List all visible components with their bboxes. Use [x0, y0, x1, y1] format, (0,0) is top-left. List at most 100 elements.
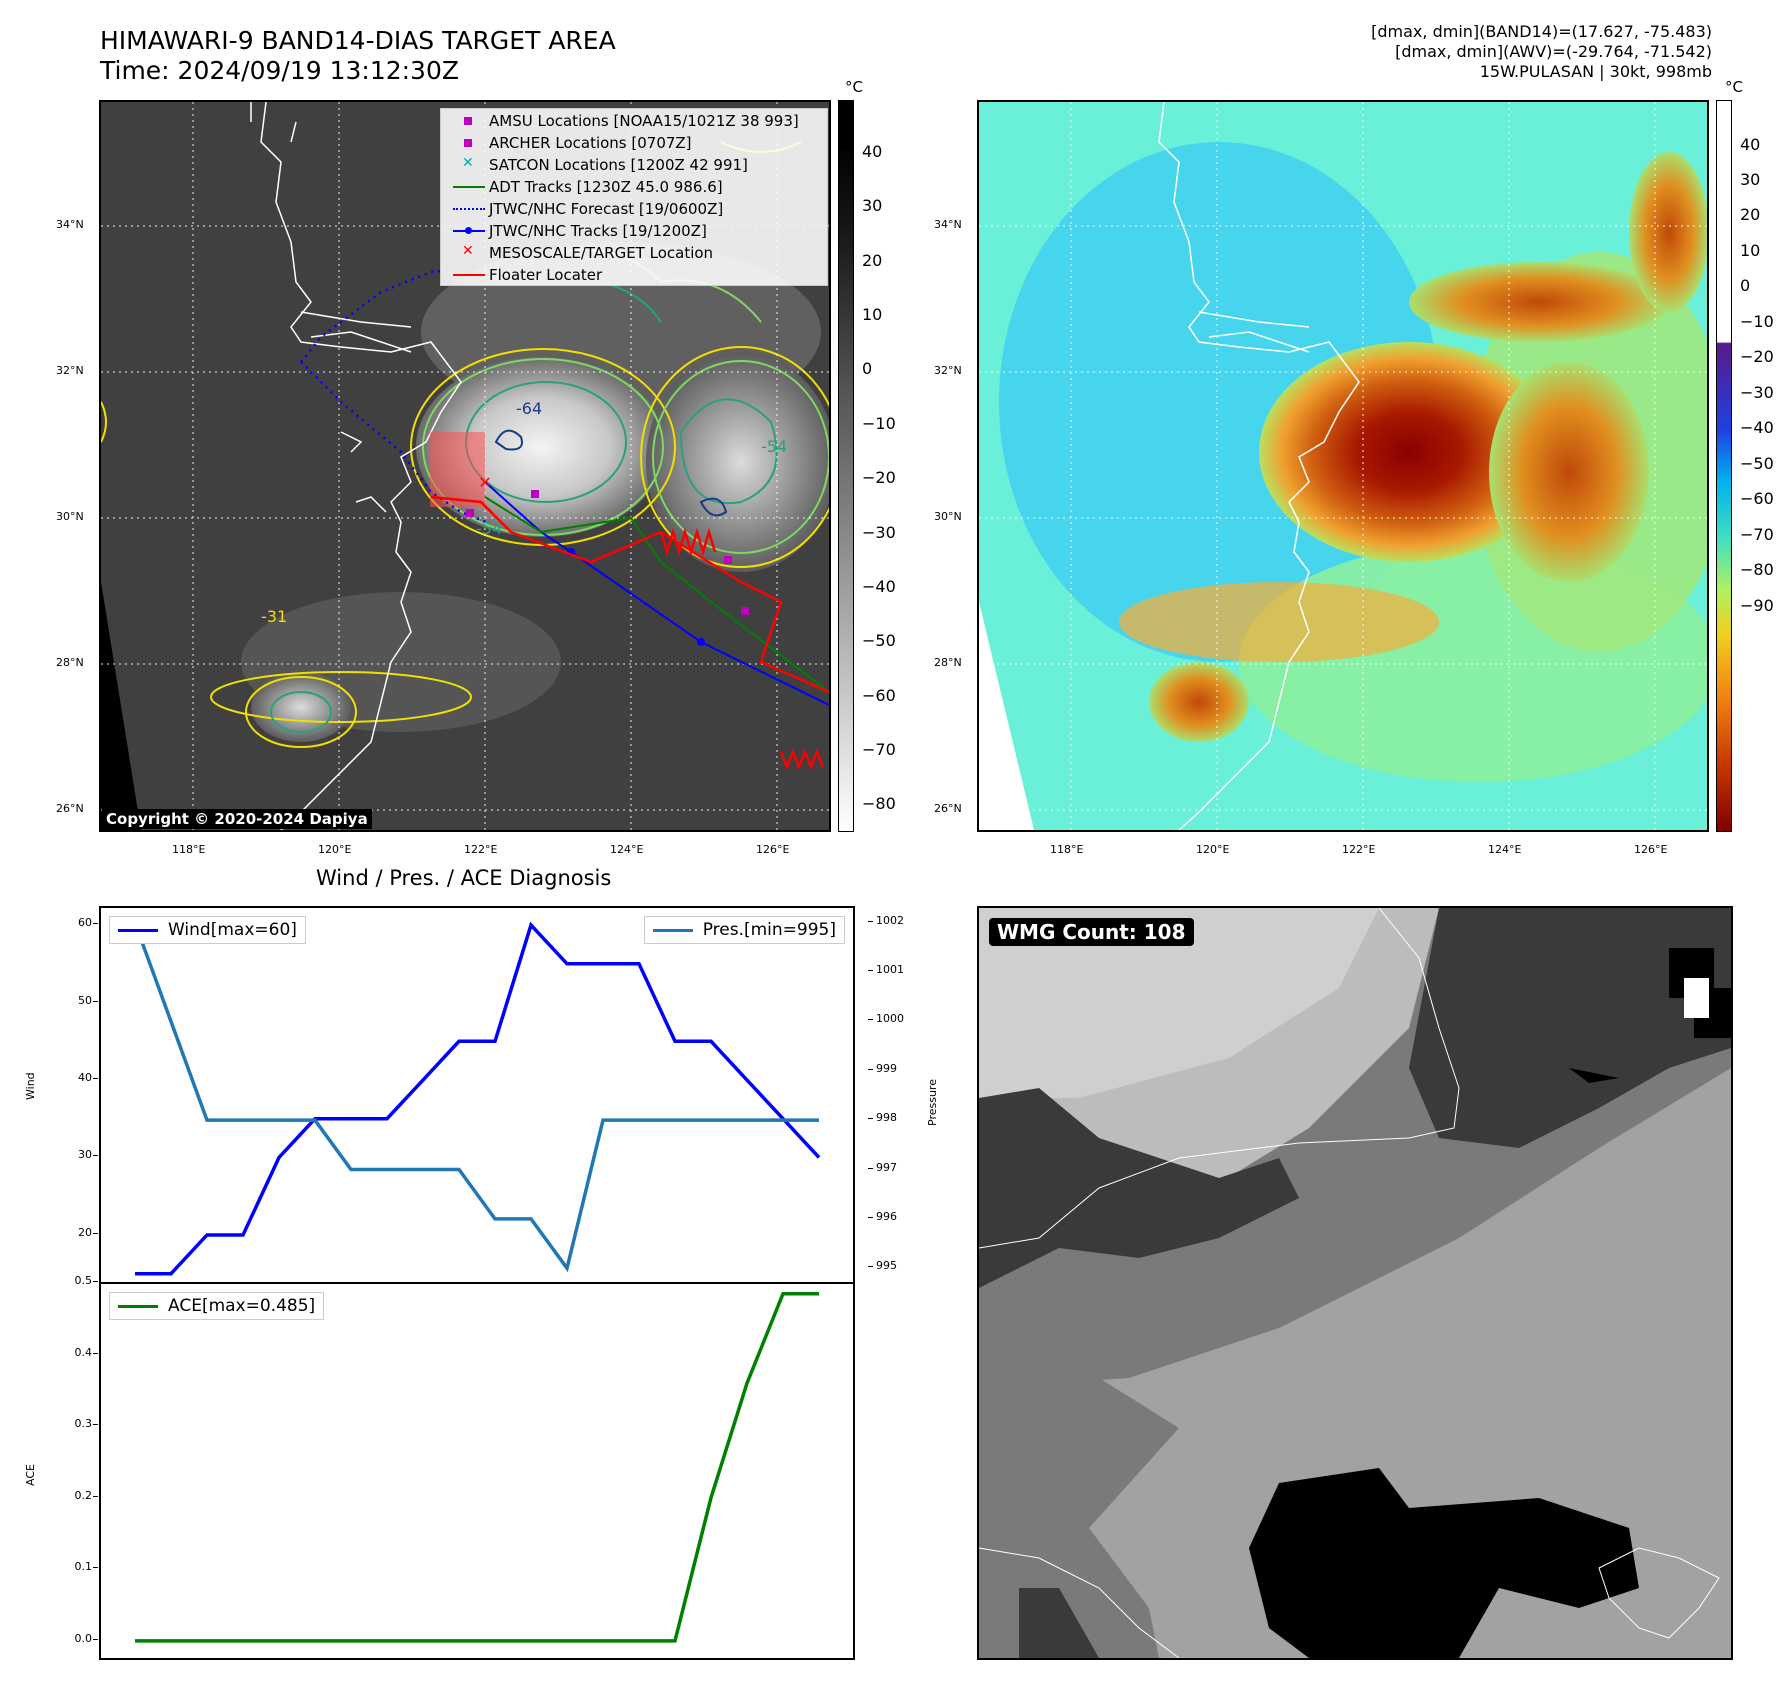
colorbar-tick-label: 0	[862, 359, 873, 379]
colorbar-tick-label: −10	[862, 413, 896, 433]
convection-north	[1409, 262, 1669, 342]
pressure-axis-label: Pressure	[926, 1079, 939, 1126]
colorbar-tick-label: −70	[1740, 524, 1774, 544]
wmg-white-region	[1684, 978, 1709, 1018]
info-band14: [dmax, dmin](BAND14)=(17.627, -75.483)	[1371, 22, 1712, 41]
lon-tick: 120°E	[318, 843, 352, 856]
colorbar-tick-label: 20	[1740, 205, 1761, 225]
info-storm: 15W.PULASAN | 30kt, 998mb	[1479, 62, 1712, 81]
colorbar-tick-label: 30	[862, 196, 883, 216]
axis-tick-label: 1000	[876, 1012, 904, 1026]
lat-tick: 28°N	[56, 656, 84, 669]
contour-label-2: -54	[761, 437, 787, 456]
wmg-panel: WMG Count: 108	[977, 906, 1733, 1660]
axis-tick-mark	[93, 1638, 98, 1640]
wmg-dark-region-w	[979, 1088, 1299, 1288]
figure-time: Time: 2024/09/19 13:12:30Z	[100, 56, 459, 85]
no-data-wedge	[979, 602, 1034, 830]
axis-tick-mark	[868, 1167, 873, 1169]
legend-entry-satcon: ✕ SATCON Locations [1200Z 42 991]	[449, 155, 748, 175]
legend-entry-jtwc: JTWC/NHC Tracks [19/1200Z]	[449, 221, 707, 241]
lat-tick: 34°N	[56, 218, 84, 231]
axis-tick-label: 996	[876, 1209, 897, 1223]
axis-tick-mark	[93, 1232, 98, 1234]
awv-map-svg	[979, 102, 1707, 830]
axis-tick-mark	[868, 970, 873, 972]
amsu-marker	[531, 490, 539, 498]
diagnosis-svg	[101, 921, 853, 1643]
axis-tick-label: 30	[78, 1148, 92, 1162]
line-icon	[449, 265, 489, 285]
axis-tick-label: 0.0	[74, 1631, 93, 1645]
awv-colorbar	[1716, 100, 1732, 832]
colorbar-tick-label: −30	[1740, 382, 1774, 402]
axis-tick-label: 997	[876, 1160, 897, 1174]
lon-tick: 122°E	[464, 843, 498, 856]
lon-tick: 124°E	[610, 843, 644, 856]
axis-tick-mark	[93, 923, 98, 925]
lat-tick: 30°N	[934, 510, 962, 523]
colorbar-tick-label: −50	[862, 631, 896, 651]
floater-zigzag-2	[779, 748, 825, 771]
axis-tick-mark	[868, 1068, 873, 1070]
wmg-dark-region-ne	[1409, 908, 1731, 1148]
axis-tick-mark	[868, 1019, 873, 1021]
legend-entry-floater: Floater Locater	[449, 265, 602, 285]
colorbar-tick-label: −50	[1740, 453, 1774, 473]
dot-line-icon	[449, 221, 489, 241]
wind-series-line	[135, 921, 821, 1276]
wmg-svg	[979, 908, 1731, 1658]
colorbar-tick-label: 10	[1740, 240, 1761, 260]
legend-entry-adt: ADT Tracks [1230Z 45.0 986.6]	[449, 177, 723, 197]
wmg-black-region	[1249, 1468, 1639, 1658]
x-marker-icon: ✕	[462, 243, 474, 259]
colorbar-tick-label: −80	[1740, 560, 1774, 580]
lat-tick: 34°N	[934, 218, 962, 231]
lon-tick: 120°E	[1196, 843, 1230, 856]
colorbar-unit: °C	[1725, 78, 1743, 96]
legend-entry-forecast: JTWC/NHC Forecast [19/0600Z]	[449, 199, 723, 219]
storm-core	[1259, 342, 1559, 562]
diagnosis-title: Wind / Pres. / ACE Diagnosis	[316, 866, 612, 890]
axis-tick-label: 0.2	[74, 1488, 93, 1502]
axis-tick-mark	[93, 1000, 98, 1002]
colorbar-tick-label: 0	[1740, 276, 1751, 296]
colorbar-tick-label: −80	[862, 794, 896, 814]
lon-tick: 126°E	[1634, 843, 1668, 856]
colorbar-tick-label: −30	[862, 522, 896, 542]
amsu-marker-2	[724, 556, 732, 564]
square-marker-icon	[449, 111, 489, 131]
convection-east	[1489, 362, 1649, 582]
band14-map-panel: -64 -54 -54 -31 ✕	[99, 100, 831, 832]
colorbar-tick-label: 30	[1740, 170, 1761, 189]
colorbar-tick-label: −60	[1740, 489, 1774, 509]
axis-tick-mark	[868, 920, 873, 922]
ace-legend: ACE[max=0.485]	[109, 1292, 325, 1320]
axis-tick-label: 0.1	[74, 1560, 93, 1574]
diagnosis-panel: Wind[max=60] Pres.[min=995] ACE[max=0.48…	[99, 906, 855, 1660]
line-icon	[652, 928, 693, 932]
axis-tick-mark	[868, 1118, 873, 1120]
axis-tick-label: 998	[876, 1111, 897, 1125]
axis-tick-mark	[93, 1078, 98, 1079]
axis-tick-label: 20	[78, 1225, 92, 1239]
lon-tick: 118°E	[172, 843, 206, 856]
lat-tick: 26°N	[934, 802, 962, 815]
axis-tick-label: 0.4	[74, 1345, 93, 1359]
convection-ne	[1629, 152, 1707, 312]
lat-tick: 30°N	[56, 510, 84, 523]
axis-tick-mark	[868, 1216, 873, 1218]
axis-tick-mark	[93, 1424, 98, 1426]
colorbar-tick-label: 10	[862, 304, 883, 324]
axis-tick-label: 999	[876, 1061, 897, 1075]
coastlines	[1158, 102, 1360, 830]
mesoscale-box	[430, 432, 485, 507]
square-marker-icon	[449, 133, 489, 153]
axis-tick-label: 60	[78, 916, 92, 930]
axis-tick-label: 0.3	[74, 1417, 93, 1431]
axis-tick-label: 50	[78, 993, 92, 1007]
lat-tick: 32°N	[934, 364, 962, 377]
lon-tick: 126°E	[756, 843, 790, 856]
axis-tick-mark	[93, 1567, 98, 1569]
pressure-legend: Pres.[min=995]	[643, 916, 845, 944]
